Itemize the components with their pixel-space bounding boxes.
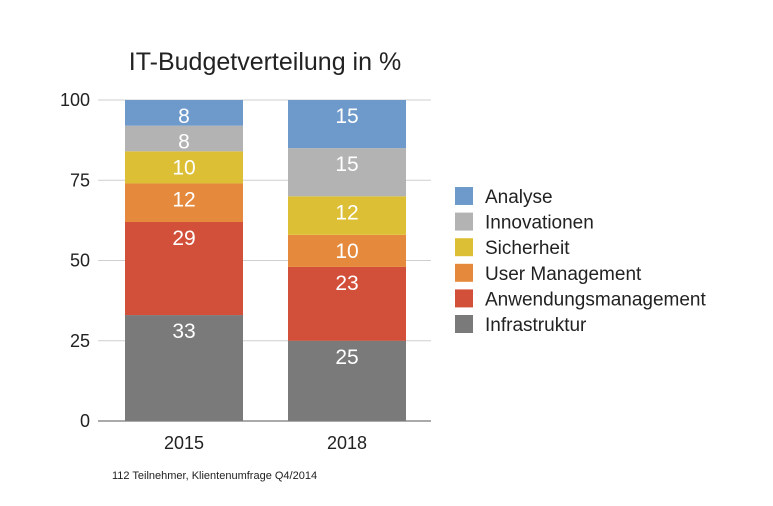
- data-label: 15: [335, 153, 358, 176]
- bar-segment: [288, 340, 406, 421]
- legend-swatch: [455, 289, 473, 308]
- legend-label: Infrastruktur: [485, 315, 587, 336]
- legend-swatch: [455, 263, 473, 282]
- data-label: 8: [178, 131, 190, 154]
- legend-label: User Management: [485, 264, 642, 285]
- data-label: 12: [335, 201, 358, 224]
- data-label: 23: [335, 272, 358, 295]
- data-label: 10: [335, 240, 358, 263]
- bar-segment: [125, 221, 243, 316]
- bar-segment: [288, 196, 406, 235]
- bar-segment: [288, 266, 406, 341]
- bar-segment: [288, 148, 406, 197]
- y-tick-label: 50: [70, 251, 90, 271]
- legend-label: Sicherheit: [485, 238, 570, 259]
- bar-segment: [125, 183, 243, 222]
- y-tick-label: 75: [70, 170, 90, 190]
- legend-label: Analyse: [485, 187, 553, 208]
- x-tick-label: 2015: [164, 433, 204, 453]
- data-label: 15: [335, 105, 358, 128]
- legend-swatch: [455, 315, 473, 333]
- x-tick-label: 2018: [327, 433, 367, 453]
- y-tick-label: 100: [60, 90, 90, 110]
- legend-swatch: [455, 238, 473, 257]
- data-label: 33: [172, 320, 195, 343]
- legend-label: Innovationen: [485, 213, 594, 234]
- legend-swatch: [455, 187, 473, 205]
- bar-segment: [125, 100, 243, 126]
- data-label: 25: [335, 346, 358, 369]
- y-tick-label: 0: [80, 411, 90, 431]
- legend-swatch: [455, 212, 473, 231]
- legend: Analyse Innovationen Sicherheit User Manage…: [455, 187, 706, 336]
- bar-segment: [125, 125, 243, 152]
- bar-segment: [125, 315, 243, 421]
- footnote: 112 Teilnehmer, Klientenumfrage Q4/2014: [112, 470, 318, 482]
- data-label: 8: [178, 105, 190, 128]
- chart-title: IT-Budgetverteilung in %: [129, 48, 401, 76]
- bar-segment: [288, 234, 406, 267]
- legend-label: Anwendungsmanagement: [485, 289, 706, 310]
- data-label: 10: [172, 156, 195, 179]
- y-axis: 0 25 50 75 100: [60, 90, 90, 431]
- bar-segment: [125, 151, 243, 184]
- data-label: 12: [172, 188, 195, 211]
- x-axis: 2015 2018: [164, 433, 367, 453]
- data-label: 29: [172, 227, 195, 250]
- y-tick-label: 25: [70, 331, 90, 351]
- bar-segment: [288, 100, 406, 149]
